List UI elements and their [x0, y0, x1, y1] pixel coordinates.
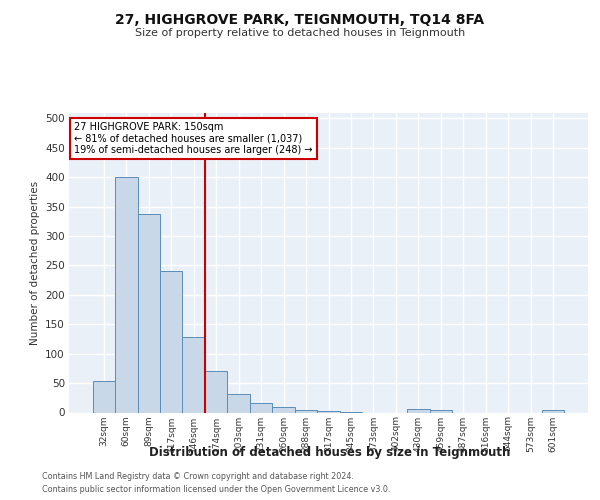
Text: 27 HIGHGROVE PARK: 150sqm
← 81% of detached houses are smaller (1,037)
19% of se: 27 HIGHGROVE PARK: 150sqm ← 81% of detac…	[74, 122, 313, 154]
Bar	[295, 410, 317, 412]
Bar	[227, 394, 250, 412]
Text: Contains public sector information licensed under the Open Government Licence v3: Contains public sector information licen…	[42, 485, 391, 494]
Bar	[430, 410, 452, 412]
Y-axis label: Number of detached properties: Number of detached properties	[29, 180, 40, 344]
Text: Distribution of detached houses by size in Teignmouth: Distribution of detached houses by size …	[149, 446, 511, 459]
Bar	[542, 410, 565, 412]
Bar	[272, 406, 295, 412]
Bar	[115, 177, 137, 412]
Bar	[137, 214, 160, 412]
Text: 27, HIGHGROVE PARK, TEIGNMOUTH, TQ14 8FA: 27, HIGHGROVE PARK, TEIGNMOUTH, TQ14 8FA	[115, 12, 485, 26]
Bar	[407, 409, 430, 412]
Text: Contains HM Land Registry data © Crown copyright and database right 2024.: Contains HM Land Registry data © Crown c…	[42, 472, 354, 481]
Text: Size of property relative to detached houses in Teignmouth: Size of property relative to detached ho…	[135, 28, 465, 38]
Bar	[205, 370, 227, 412]
Bar	[250, 402, 272, 412]
Bar	[160, 270, 182, 412]
Bar	[92, 382, 115, 412]
Bar	[182, 337, 205, 412]
